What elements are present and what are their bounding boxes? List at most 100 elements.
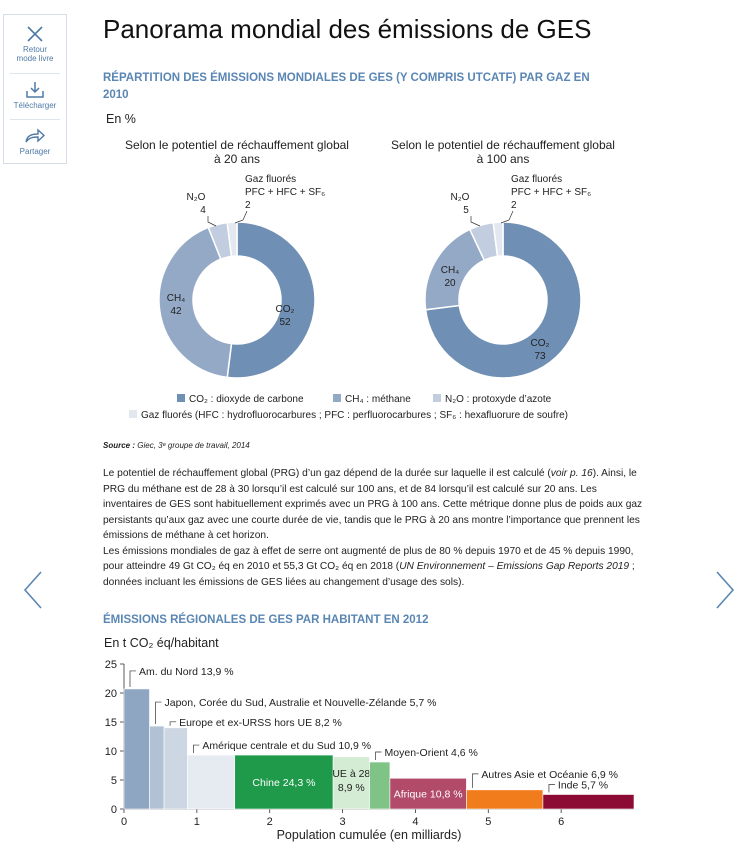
value-n2o: 4: [200, 205, 206, 216]
side-toolbar: Retour mode livre Télécharger Partager: [3, 14, 67, 164]
label-co2: CO₂: [276, 304, 295, 315]
unit-label-tco2: En t CO₂ éq/habitant: [104, 636, 219, 650]
y-tick-label: 0: [111, 804, 117, 816]
back-to-book-button[interactable]: Retour mode livre: [4, 25, 66, 63]
leader-line: [129, 670, 136, 687]
download-label: Télécharger: [13, 101, 57, 110]
legend-swatch-co2: [177, 394, 185, 402]
slice-co2: [424, 221, 582, 379]
x-tick-label: 4: [412, 816, 418, 828]
donut-legend: CO₂ : dioxyde de carbone CH₄ : méthane N…: [129, 394, 568, 421]
bar: [149, 725, 165, 810]
section-title-gas-breakdown: RÉPARTITION DES ÉMISSIONS MONDIALES DE G…: [103, 70, 590, 104]
toolbar-divider: [10, 73, 60, 74]
bar: [187, 754, 236, 810]
unit-label-percent: En %: [106, 112, 136, 126]
donut-title-line-1: Selon le potentiel de réchauffement glob…: [125, 138, 349, 152]
leader-line: [500, 210, 514, 224]
value-fluorinated: 2: [511, 200, 517, 211]
bar: [163, 727, 188, 810]
bar: [389, 777, 467, 810]
label-ch4: CH₄: [167, 293, 186, 304]
bar-label: Autres Asie et Océanie 6,9 %: [481, 769, 618, 781]
value-n2o: 5: [463, 205, 469, 216]
label-fluorinated-1: Gaz fluorés: [245, 174, 296, 185]
bar-label: UE à 28: [332, 768, 370, 780]
paragraph-text: Les émissions mondiales de gaz à effet d…: [103, 545, 634, 573]
download-icon: [26, 82, 44, 98]
next-page-arrow-icon[interactable]: [714, 570, 736, 610]
label-n2o: N₂O: [187, 192, 206, 203]
back-label-2: mode livre: [16, 54, 54, 63]
label-fluorinated-1: Gaz fluorés: [511, 174, 562, 185]
legend-swatch-n2o: [433, 394, 441, 402]
bar: [466, 789, 544, 810]
toolbar-divider: [10, 119, 60, 120]
label-co2: CO₂: [531, 338, 550, 349]
bar-label: Chine 24,3 %: [252, 777, 315, 789]
download-button[interactable]: Télécharger: [4, 81, 66, 110]
donut-title-line-1: Selon le potentiel de réchauffement glob…: [391, 138, 615, 152]
page-reference-link[interactable]: voir p. 16: [550, 468, 593, 479]
leader-line: [375, 751, 382, 761]
bar: [123, 688, 150, 810]
paragraph-2: Les émissions mondiales de gaz à effet d…: [103, 544, 643, 591]
section-title-line-1: RÉPARTITION DES ÉMISSIONS MONDIALES DE G…: [103, 72, 590, 84]
y-tick-label: 20: [105, 688, 117, 700]
legend-fluorinated: Gaz fluorés (HFC : hydrofluorocarbures ;…: [141, 410, 568, 421]
value-co2: 52: [279, 317, 291, 328]
label-n2o: N₂O: [451, 192, 470, 203]
x-tick-label: 5: [485, 816, 491, 828]
x-tick-label: 0: [121, 816, 127, 828]
legend-ch4: CH₄ : méthane: [345, 394, 411, 405]
paragraph-text: ). Ainsi, le PRG du méthane est de 28 à …: [103, 468, 643, 541]
bar-label: Japon, Corée du Sud, Australie et Nouvel…: [165, 697, 437, 709]
bar-label: Inde 5,7 %: [558, 780, 608, 792]
slice-fluorinated: [226, 221, 238, 258]
label-ch4: CH₄: [441, 265, 460, 276]
x-tick-label: 1: [194, 816, 200, 828]
donut-title-line-2: à 100 ans: [477, 152, 530, 166]
bar-label: Amérique centrale et du Sud 10,9 %: [202, 740, 371, 752]
previous-page-arrow-icon[interactable]: [22, 570, 44, 610]
y-tick-label: 25: [105, 659, 117, 671]
legend-co2: CO₂ : dioxyde de carbone: [189, 394, 304, 405]
source-label: Source :: [103, 441, 136, 450]
legend-swatch-ch4: [333, 394, 341, 402]
slice-fluorinated: [492, 221, 504, 258]
legend-swatch-fluorinated: [129, 410, 137, 418]
bar: [542, 794, 635, 810]
bar: [332, 756, 370, 810]
leader-line: [193, 744, 200, 754]
share-icon: [25, 128, 46, 143]
close-icon: [27, 26, 43, 42]
section-title-regional-emissions: ÉMISSIONS RÉGIONALES DE GES PAR HABITANT…: [103, 614, 429, 626]
x-tick-label: 2: [267, 816, 273, 828]
bar-label: Moyen-Orient 4,6 %: [385, 747, 478, 759]
share-button[interactable]: Partager: [4, 127, 66, 156]
citation: UN Environnement – Emissions Gap Reports…: [399, 561, 630, 572]
y-tick-label: 10: [105, 746, 117, 758]
body-text: Le potentiel de réchauffement global (PR…: [103, 466, 643, 590]
source-note: Source : Giec, 3ᵉ groupe de travail, 201…: [103, 441, 250, 450]
y-tick-label: 5: [111, 775, 117, 787]
page-title: Panorama mondial des émissions de GES: [103, 14, 592, 44]
slice-co2: [226, 221, 316, 379]
bar: [234, 754, 334, 810]
leader-line: [548, 784, 555, 793]
paragraph-1: Le potentiel de réchauffement global (PR…: [103, 466, 643, 544]
slice-ch4: [158, 226, 233, 379]
leader-line: [169, 721, 177, 726]
bar-label: Afrique 10,8 %: [394, 789, 463, 801]
y-tick-label: 15: [105, 717, 117, 729]
bar: [369, 761, 391, 810]
donut-chart-100-years: Selon le potentiel de réchauffement glob…: [391, 138, 615, 379]
label-fluorinated-2: PFC + HFC + SF₆: [511, 187, 591, 198]
bar-label: Europe et ex-URSS hors UE 8,2 %: [179, 717, 342, 729]
leader-line: [155, 701, 162, 725]
value-ch4: 42: [170, 306, 182, 317]
donut-title-line-2: à 20 ans: [214, 152, 260, 166]
regional-emissions-chart: 0 5 10 15 20 25 0 1 2 3 4 5 6 Population cumulée (en …: [105, 659, 635, 842]
back-label-1: Retour: [22, 45, 47, 54]
leader-line: [472, 773, 479, 788]
